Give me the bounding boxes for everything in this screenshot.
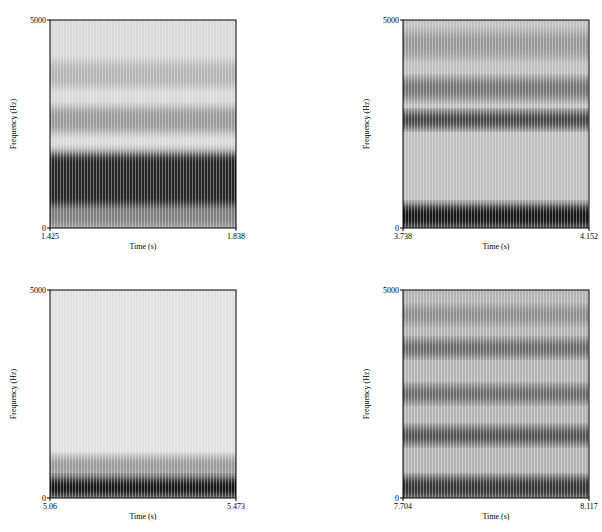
x-tick-label: 7.704	[394, 502, 412, 511]
x-tick	[589, 498, 590, 501]
x-axis-title: Time (s)	[129, 242, 156, 251]
plot-background	[50, 20, 236, 228]
x-tick-label: 3.738	[394, 232, 412, 241]
y-tick	[400, 20, 403, 21]
panel: 050003.7384.152Time (s)Frequency (Hz)	[362, 16, 599, 251]
spectral-band	[403, 20, 589, 228]
texture	[50, 20, 236, 228]
x-axis-title: Time (s)	[482, 242, 509, 251]
plot-background	[403, 290, 589, 498]
x-tick	[236, 228, 237, 231]
x-axis-title: Time (s)	[129, 512, 156, 521]
x-tick-label: 4.152	[580, 232, 598, 241]
figure: 050001.4251.838Time (s)Frequency (Hz)050…	[0, 0, 602, 532]
y-tick-label: 5000	[383, 16, 399, 25]
spectral-band	[50, 20, 236, 228]
y-tick	[47, 290, 50, 291]
y-axis-title: Frequency (Hz)	[9, 98, 18, 149]
plot-area	[50, 290, 236, 498]
x-tick	[403, 498, 404, 501]
plot-frame	[50, 290, 236, 498]
x-tick	[50, 228, 51, 231]
x-tick-label: 1.425	[41, 232, 59, 241]
spectral-band	[403, 290, 589, 498]
spectral-band	[50, 290, 236, 498]
y-tick-label: 5000	[30, 16, 46, 25]
x-tick	[589, 228, 590, 231]
plot-area	[50, 20, 236, 228]
y-axis-title: Frequency (Hz)	[9, 368, 18, 419]
y-tick	[400, 290, 403, 291]
plot-frame	[403, 20, 589, 228]
x-tick-label: 5.06	[43, 502, 57, 511]
x-tick-label: 1.838	[227, 232, 245, 241]
texture	[403, 290, 589, 498]
plot-background	[403, 20, 589, 228]
panel: 050007.7048.117Time (s)Frequency (Hz)	[362, 286, 599, 521]
plot-frame	[403, 290, 589, 498]
x-tick	[236, 498, 237, 501]
y-tick-label: 5000	[383, 286, 399, 295]
texture	[403, 20, 589, 228]
x-tick	[403, 228, 404, 231]
y-axis-title: Frequency (Hz)	[362, 98, 371, 149]
plot-area	[403, 290, 589, 498]
texture	[50, 290, 236, 498]
x-tick-label: 5.473	[227, 502, 245, 511]
panel: 050001.4251.838Time (s)Frequency (Hz)	[9, 16, 246, 251]
y-tick-label: 5000	[30, 286, 46, 295]
x-tick	[50, 498, 51, 501]
plot-area	[403, 20, 589, 228]
y-tick	[47, 20, 50, 21]
x-tick-label: 8.117	[580, 502, 598, 511]
panel: 050005.065.473Time (s)Frequency (Hz)	[9, 286, 246, 521]
plot-frame	[50, 20, 236, 228]
x-axis-title: Time (s)	[482, 512, 509, 521]
y-axis-title: Frequency (Hz)	[362, 368, 371, 419]
plot-background	[50, 290, 236, 498]
